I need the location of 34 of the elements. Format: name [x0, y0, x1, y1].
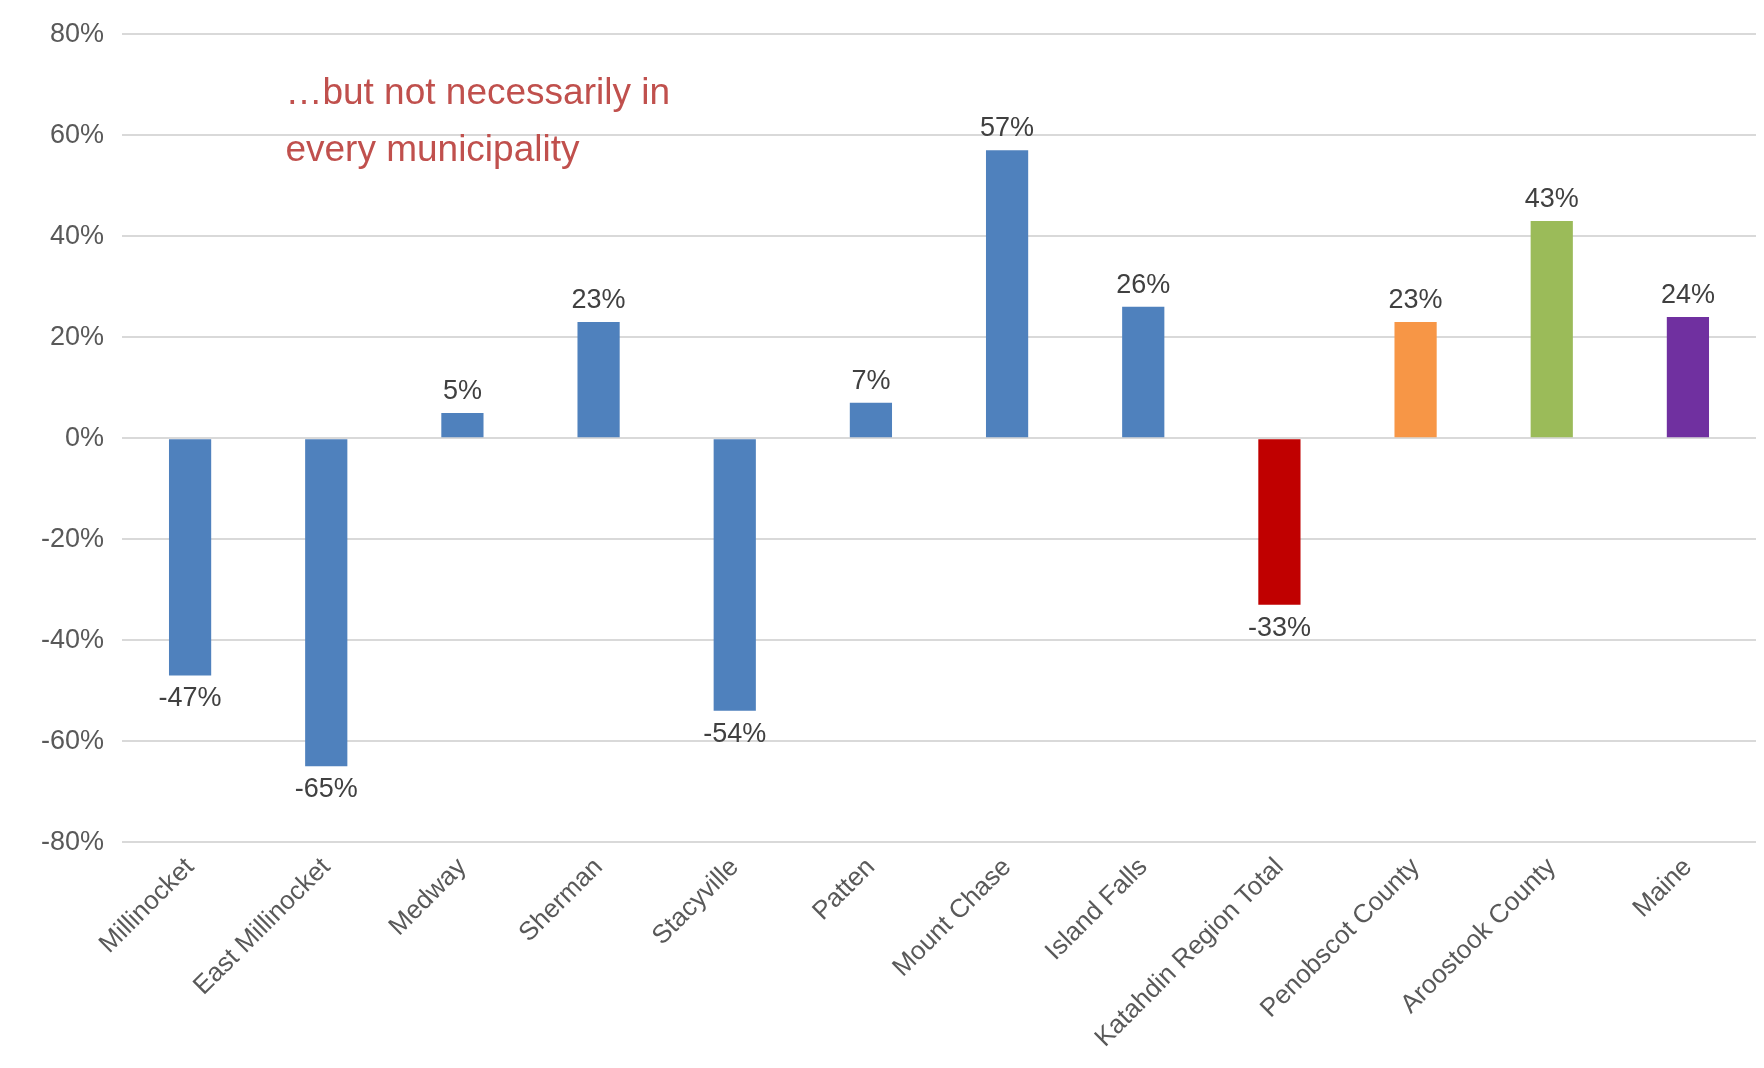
annotation: …but not necessarily in every municipality [285, 71, 670, 170]
data-label: 23% [571, 283, 626, 314]
bar [849, 402, 893, 438]
y-tick-label: 80% [49, 17, 104, 48]
bar [168, 439, 212, 676]
bar [577, 322, 620, 438]
y-tick-label: -20% [40, 522, 104, 553]
data-label: 57% [980, 112, 1035, 143]
bar [1530, 221, 1573, 438]
bar [1394, 322, 1437, 438]
bar [1122, 306, 1165, 438]
y-tick-label: 0% [64, 421, 104, 452]
data-label: 23% [1388, 283, 1443, 314]
data-label: -47% [158, 682, 222, 713]
y-tick-label: 60% [49, 118, 104, 149]
y-tick-label: 20% [49, 320, 104, 351]
bar [441, 412, 484, 438]
data-label: 43% [1524, 182, 1579, 213]
bar [713, 439, 756, 711]
bar [1258, 439, 1301, 605]
bar [985, 150, 1029, 438]
y-tick-label: -80% [40, 825, 104, 856]
data-label: -65% [294, 773, 358, 804]
bar [1666, 316, 1710, 438]
data-label: -54% [703, 717, 767, 748]
bar [305, 439, 348, 767]
data-label: 5% [442, 374, 482, 405]
data-label: 7% [851, 364, 891, 395]
y-tick-label: -40% [40, 623, 104, 654]
data-label: 26% [1116, 268, 1171, 299]
y-tick-label: 40% [49, 219, 104, 250]
y-tick-label: -60% [40, 724, 104, 755]
data-label: -33% [1247, 611, 1311, 642]
data-label: 24% [1660, 278, 1715, 309]
